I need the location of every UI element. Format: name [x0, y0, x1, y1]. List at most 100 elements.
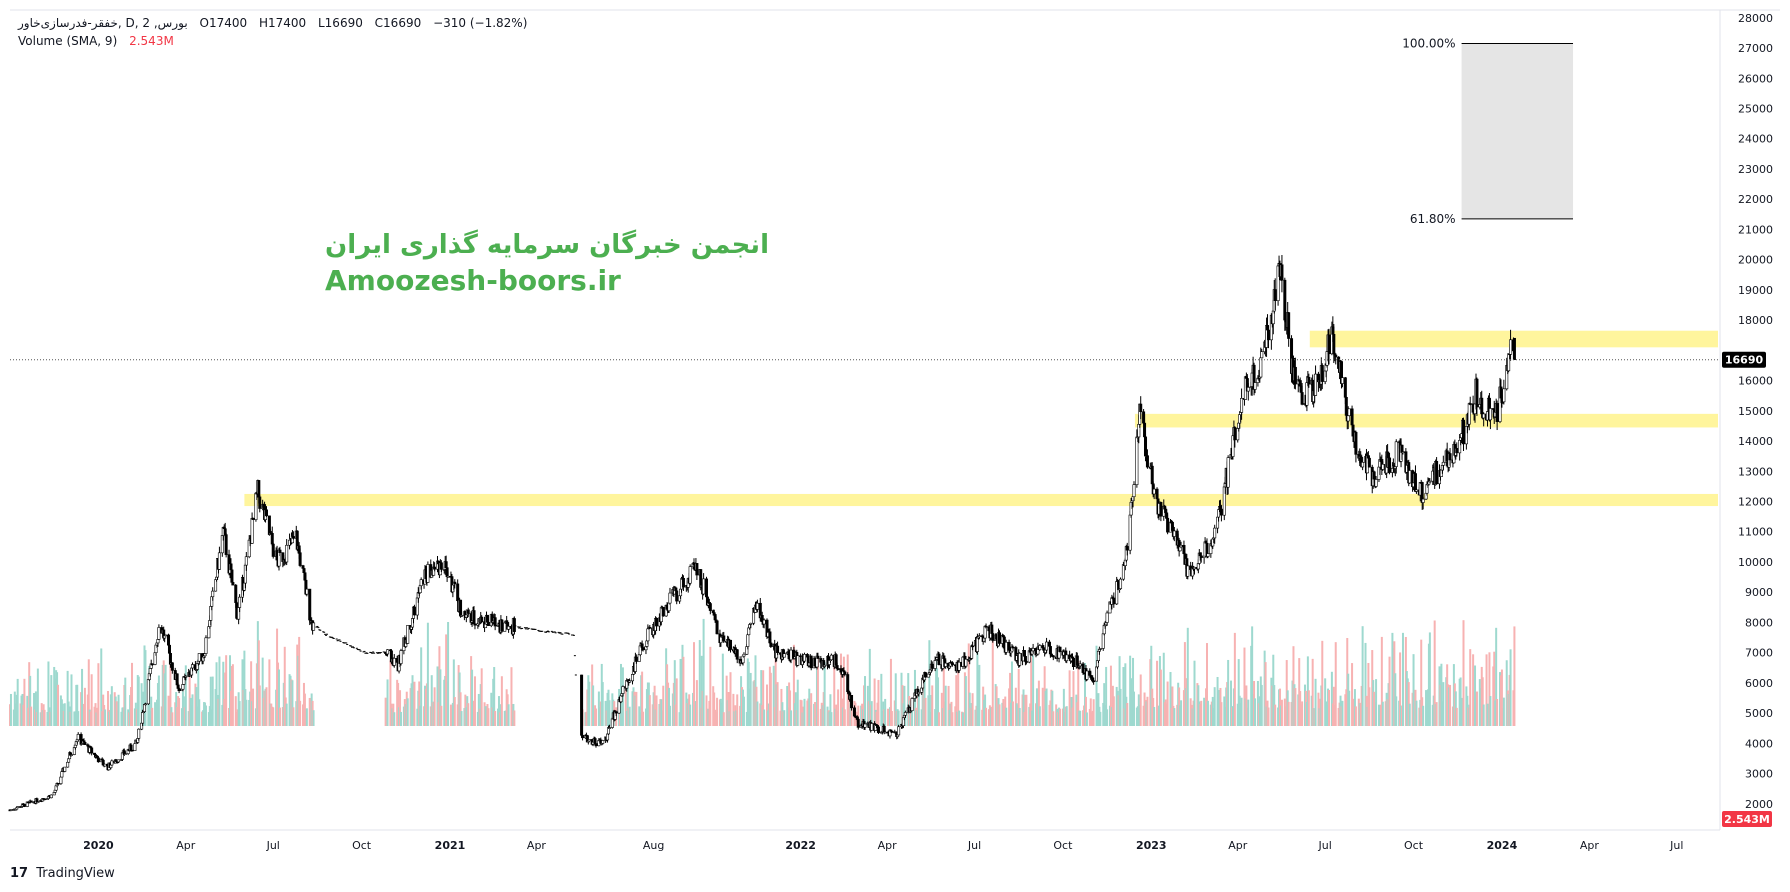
- volume-bar: [1240, 697, 1243, 726]
- volume-bar: [889, 658, 892, 726]
- volume-bar: [1169, 671, 1172, 726]
- candle: [1408, 466, 1412, 484]
- tradingview-logo[interactable]: 17 TradingView: [10, 866, 115, 881]
- candle-body: [142, 704, 146, 712]
- volume-bar: [1513, 626, 1516, 726]
- candle: [997, 630, 1001, 646]
- volume-bar: [265, 687, 268, 726]
- volume-bar: [713, 692, 716, 726]
- volume-bar: [1124, 663, 1127, 726]
- candle-body: [69, 754, 73, 756]
- candle-body: [695, 563, 699, 576]
- candle-body: [231, 582, 235, 586]
- candle-body: [1004, 641, 1008, 653]
- candle-body: [433, 566, 437, 570]
- candle: [1125, 542, 1129, 556]
- volume-bar: [894, 673, 897, 726]
- volume-bar: [83, 687, 86, 726]
- candle-body: [1361, 462, 1365, 468]
- candle-body: [460, 615, 464, 617]
- candle-body: [493, 617, 497, 627]
- volume-bar: [721, 653, 724, 726]
- volume-bar: [1264, 662, 1267, 726]
- candle: [1193, 566, 1197, 575]
- volume-bar: [698, 640, 701, 726]
- candle-body: [426, 564, 430, 583]
- volume-bar: [729, 672, 732, 726]
- volume-bar: [796, 679, 799, 726]
- candle: [1202, 555, 1206, 564]
- x-tick-label: 2022: [785, 839, 816, 852]
- volume-bar: [1321, 640, 1324, 726]
- candle: [950, 661, 954, 667]
- candle-series: [8, 255, 1516, 812]
- candle-body: [1031, 648, 1035, 652]
- volume-bar: [1351, 663, 1354, 726]
- volume-bar: [1496, 699, 1499, 726]
- candle-body: [1388, 457, 1392, 473]
- candle-body: [117, 759, 121, 763]
- y-tick-label: 27000: [1738, 42, 1773, 55]
- candle: [957, 658, 961, 673]
- candle-body: [856, 718, 860, 728]
- candle-body: [96, 757, 100, 763]
- volume-bar: [1132, 691, 1135, 726]
- candle: [1509, 329, 1513, 361]
- volume-bar: [679, 658, 682, 726]
- candle-body: [702, 578, 706, 595]
- candle: [1112, 592, 1116, 608]
- x-tick-label: 2023: [1136, 839, 1167, 852]
- candle-body: [412, 606, 416, 616]
- candle: [1361, 457, 1365, 471]
- y-tick-label: 21000: [1738, 223, 1773, 236]
- candle-body: [184, 675, 188, 678]
- volume-bar: [513, 710, 516, 726]
- candle: [802, 652, 806, 664]
- volume-bar: [830, 712, 833, 726]
- candle-body: [230, 569, 234, 583]
- volume-bar: [884, 698, 887, 726]
- volume-bar: [1085, 712, 1088, 726]
- y-tick-label: 24000: [1738, 133, 1773, 146]
- volume-bar: [736, 694, 739, 726]
- candle: [1394, 439, 1398, 474]
- volume-header[interactable]: Volume (SMA, 9) 2.543M: [18, 34, 182, 48]
- volume-bar: [1251, 626, 1254, 726]
- candle-body: [835, 665, 839, 669]
- candle-body: [1065, 654, 1069, 662]
- candle-body: [1071, 657, 1075, 667]
- volume-bar: [1017, 668, 1020, 726]
- volume-bar: [285, 703, 288, 726]
- volume-bar: [1408, 703, 1411, 726]
- candle: [211, 587, 215, 601]
- candle: [507, 625, 511, 633]
- candle-body: [1280, 264, 1284, 281]
- candle-body: [746, 634, 750, 647]
- volume-bar: [1247, 699, 1250, 726]
- candle-body: [897, 726, 901, 736]
- symbol-line[interactable]: خفقر-فدرسازی‌خاور, D, بورس, 2: [18, 16, 188, 30]
- candle-body: [386, 649, 390, 655]
- y-tick-label: 12000: [1738, 496, 1773, 509]
- volume-bar: [1010, 661, 1013, 726]
- volume-bar: [439, 669, 442, 726]
- candle: [1260, 348, 1264, 359]
- volume-bar: [608, 700, 611, 726]
- volume-bar: [991, 640, 994, 726]
- candle-body: [1233, 427, 1237, 441]
- candle-body: [16, 806, 20, 809]
- candle-body: [769, 642, 773, 647]
- volume-bar: [675, 678, 678, 726]
- candle: [1401, 448, 1405, 455]
- candle-body: [257, 480, 261, 498]
- candle-body: [648, 626, 652, 629]
- volume-bar: [453, 697, 456, 726]
- candle-body: [503, 622, 507, 632]
- volume-bar: [917, 690, 920, 726]
- volume-bar: [662, 685, 665, 726]
- y-tick-label: 26000: [1738, 72, 1773, 85]
- candle-body: [191, 664, 195, 669]
- volume-bar: [283, 646, 286, 726]
- candle: [1065, 654, 1069, 664]
